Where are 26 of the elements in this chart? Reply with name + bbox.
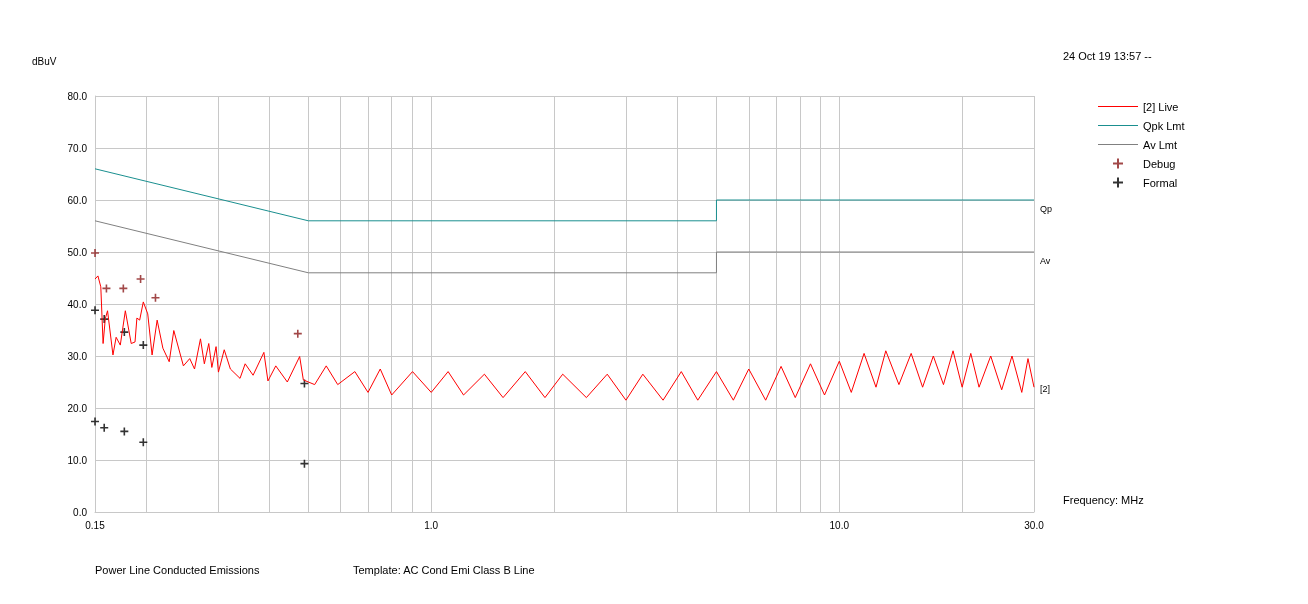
text: 24 Oct 19 13:57 -- [1063, 49, 1152, 62]
legend-label: Qpk Lmt [1143, 119, 1185, 132]
legend-label: Debug [1143, 157, 1176, 170]
y-tick-label: 20.0 [67, 402, 88, 414]
y-tick-label: 0.0 [73, 506, 88, 518]
x-tick-label: 30.0 [1024, 519, 1045, 531]
legend-label: Formal [1143, 176, 1178, 189]
text: [2] [1040, 383, 1051, 394]
text: Power Line Conducted Emissions [95, 563, 260, 576]
x-axis-title: Frequency: MHz [1063, 493, 1144, 506]
y-axis-title: dBuV [32, 55, 57, 67]
legend-label: [2] Live [1143, 100, 1179, 113]
y-tick-label: 70.0 [67, 142, 88, 154]
y-tick-label: 30.0 [67, 350, 88, 362]
y-tick-label: 60.0 [67, 194, 88, 206]
y-tick-label: 40.0 [67, 298, 88, 310]
legend-label: Av Lmt [1143, 138, 1178, 151]
text: Template: AC Cond Emi Class B Line [353, 563, 535, 576]
y-tick-label: 80.0 [67, 90, 88, 102]
y-tick-label: 10.0 [67, 454, 88, 466]
text: Qp [1040, 203, 1053, 214]
x-tick-label: 1.0 [424, 519, 439, 531]
x-tick-label: 10.0 [829, 519, 850, 531]
x-tick-label: 0.15 [85, 519, 106, 531]
text: Av [1040, 255, 1051, 266]
y-tick-label: 50.0 [67, 246, 88, 258]
